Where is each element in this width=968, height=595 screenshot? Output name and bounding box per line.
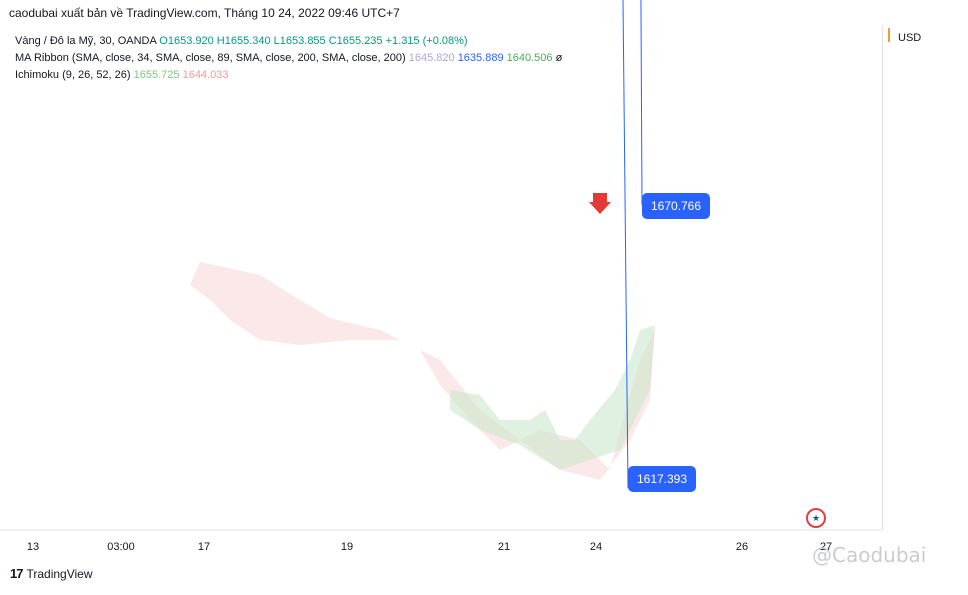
time-tick-label: 21 bbox=[498, 541, 510, 553]
annotations: 1670.766 1617.393 bbox=[589, 0, 710, 492]
currency-label[interactable]: USD bbox=[898, 32, 922, 44]
time-tick-label: 03:00 bbox=[107, 541, 135, 553]
us-flag-event-icon[interactable]: ★ bbox=[806, 508, 826, 528]
callout-box bbox=[628, 466, 696, 492]
time-tick-label: 13 bbox=[27, 541, 39, 553]
ichimoku-value-1: 1655.725 bbox=[133, 69, 180, 81]
brand-label: TradingView bbox=[26, 566, 93, 581]
callout-label-low: 1617.393 bbox=[637, 472, 687, 486]
callout-leader bbox=[640, 0, 643, 206]
ohlc-values: O1653.920 H1655.340 L1653.855 C1655.235 … bbox=[159, 35, 468, 47]
cloud-area-red bbox=[190, 262, 655, 480]
tradingview-logo-icon: 17 bbox=[10, 566, 24, 581]
author-watermark: @Caodubai bbox=[812, 543, 927, 567]
time-tick-label: 24 bbox=[590, 541, 602, 553]
ma-value-34: 1645.820 bbox=[408, 52, 455, 64]
time-tick-label: 19 bbox=[341, 541, 353, 553]
indicator-legend: Vàng / Đô la Mỹ, 30, OANDA O1653.920 H16… bbox=[15, 33, 562, 84]
time-tick-label: 27 bbox=[820, 541, 832, 553]
cloud-area-green bbox=[450, 325, 655, 470]
ichimoku-cloud bbox=[190, 262, 655, 480]
callout-label-high: 1670.766 bbox=[651, 199, 701, 213]
ma-ribbon-label: MA Ribbon (SMA, close, 34, SMA, close, 8… bbox=[15, 52, 406, 64]
footer-brand: 17 TradingView bbox=[10, 566, 93, 581]
time-tick-label: 26 bbox=[736, 541, 748, 553]
ichimoku-value-2: 1644.033 bbox=[182, 69, 229, 81]
legend-ichimoku-row[interactable]: Ichimoku (9, 26, 52, 26) 1655.725 1644.0… bbox=[15, 67, 562, 84]
callout-box bbox=[642, 193, 710, 219]
sell-arrow-icon bbox=[589, 193, 611, 214]
ma-value-89: 1635.889 bbox=[457, 52, 504, 64]
time-axis: 13 03:00 17 19 21 24 26 27 bbox=[27, 541, 832, 553]
symbol-label: Vàng / Đô la Mỹ, 30, OANDA bbox=[15, 35, 157, 47]
time-tick-label: 17 bbox=[198, 541, 210, 553]
legend-symbol-row[interactable]: Vàng / Đô la Mỹ, 30, OANDA O1653.920 H16… bbox=[15, 33, 562, 50]
publish-line: caodubai xuất bản về TradingView.com, Th… bbox=[9, 6, 400, 20]
legend-ma-row[interactable]: MA Ribbon (SMA, close, 34, SMA, close, 8… bbox=[15, 50, 562, 67]
scale-marker bbox=[888, 28, 890, 42]
ma-value-200b: ø bbox=[555, 52, 563, 64]
ma-value-200: 1640.506 bbox=[506, 52, 553, 64]
price-axis-separator bbox=[882, 26, 883, 530]
publish-header: caodubai xuất bản về TradingView.com, Th… bbox=[0, 0, 968, 26]
ichimoku-label: Ichimoku (9, 26, 52, 26) bbox=[15, 69, 131, 81]
